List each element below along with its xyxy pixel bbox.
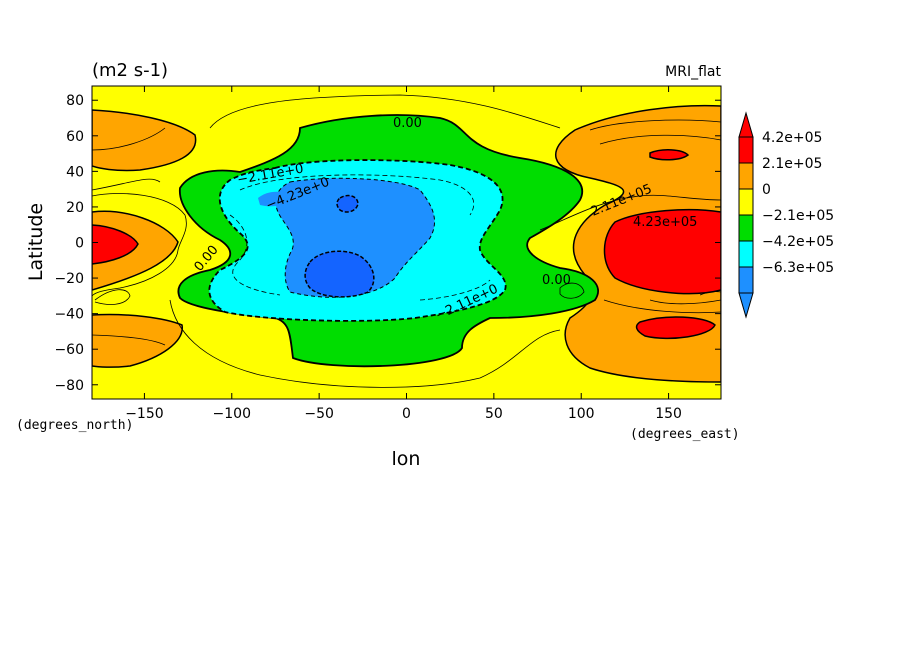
x-tick-label: 50 [485, 406, 503, 422]
red-region-east-south [635, 316, 716, 340]
colorbar-label: −2.1e+05 [762, 208, 834, 224]
colorbar-swatch [738, 266, 754, 294]
colorbar-arrow-bottom [738, 292, 754, 319]
contour-field [92, 86, 721, 399]
chart-title: (m2 s-1) [92, 60, 168, 81]
red-region-west [92, 224, 139, 265]
x-tick-label: −100 [213, 406, 251, 422]
x-tick-label: 0 [402, 406, 411, 422]
x-tick-label: −50 [304, 406, 334, 422]
colorbar: 4.2e+05 2.1e+05 0 −2.1e+05 −4.2e+05 −6.3e+05 [738, 111, 834, 319]
x-axis-title: lon [392, 448, 421, 470]
model-label: MRI_flat [665, 64, 721, 80]
thin-contour-lines [92, 94, 721, 388]
red-region-east-north [649, 149, 690, 161]
y-units-label: (degrees_north) [16, 418, 133, 433]
x-axis: −150 −100 −50 0 50 100 150 [125, 86, 682, 422]
colorbar-label: −4.2e+05 [762, 234, 834, 250]
colorbar-arrow-top [738, 111, 754, 138]
y-tick-label: −80 [54, 378, 84, 394]
colorbar-swatch [738, 188, 754, 216]
colorbar-label: −6.3e+05 [762, 260, 834, 276]
x-units-label: (degrees_east) [630, 427, 740, 442]
y-axis: −80 −60 −40 −20 0 20 40 60 80 [54, 93, 721, 394]
colorbar-swatch [738, 162, 754, 190]
contour-label: 0.00 [393, 116, 422, 131]
colorbar-label: 4.2e+05 [762, 130, 822, 146]
colorbar-swatch [738, 136, 754, 164]
dark-blue-minimum-south [304, 250, 375, 298]
x-tick-label: 100 [568, 406, 595, 422]
colorbar-swatch [738, 240, 754, 268]
contour-label: 4.23e+05 [633, 215, 697, 230]
contour-label: 0.00 [542, 273, 571, 288]
y-tick-label: 40 [66, 164, 84, 180]
y-tick-label: 60 [66, 129, 84, 145]
colorbar-label: 2.1e+05 [762, 156, 822, 172]
blue-region-left-lobe [258, 191, 292, 207]
y-tick-label: −40 [54, 307, 84, 323]
x-tick-label: 150 [655, 406, 682, 422]
y-tick-label: 20 [66, 200, 84, 216]
orange-region-west-south [92, 313, 183, 368]
x-tick-label: −150 [125, 406, 163, 422]
y-tick-label: −60 [54, 342, 84, 358]
y-axis-title: Latitude [25, 203, 47, 281]
red-region-east-center [603, 208, 721, 295]
dark-blue-minimum-north [336, 194, 359, 213]
dashed-contour-lines [229, 174, 491, 301]
y-tick-label: 0 [75, 236, 84, 252]
colorbar-swatch [738, 214, 754, 242]
y-tick-label: 80 [66, 93, 84, 109]
colorbar-label: 0 [762, 182, 771, 198]
y-tick-label: −20 [54, 271, 84, 287]
